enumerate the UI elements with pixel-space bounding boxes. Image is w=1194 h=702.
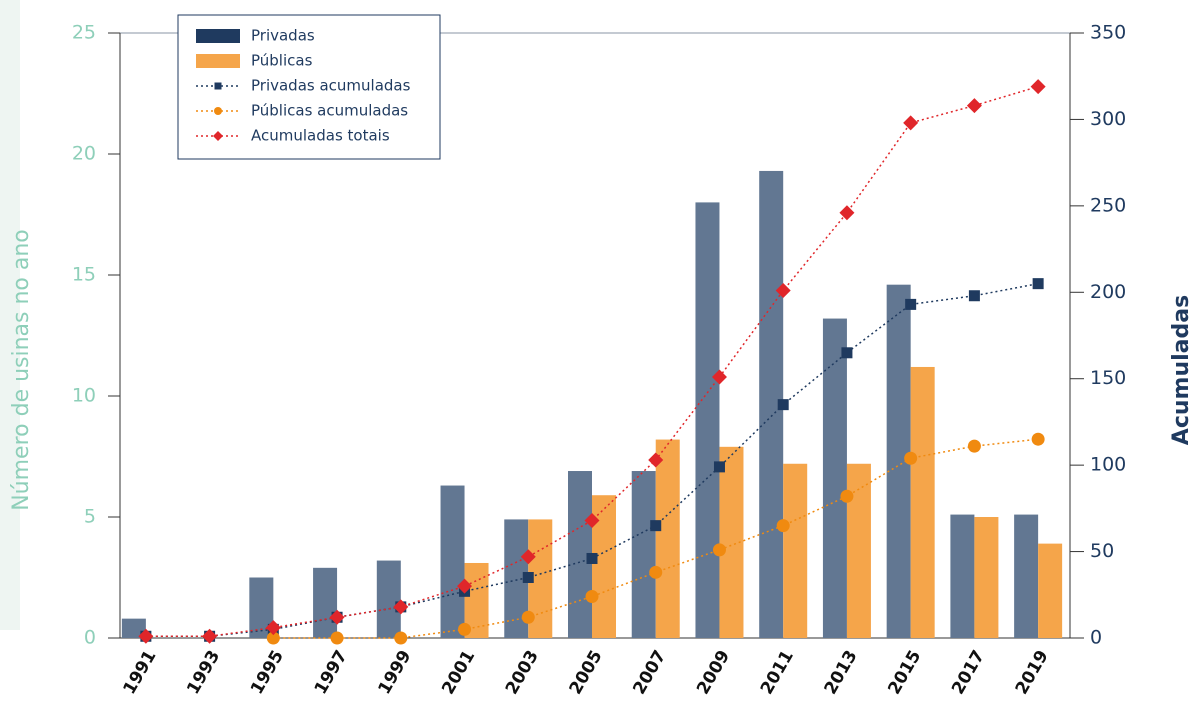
marker <box>905 298 917 310</box>
marker <box>457 578 473 594</box>
y2-tick-label: 300 <box>1090 108 1126 130</box>
marker <box>265 620 281 636</box>
line <box>145 85 1039 638</box>
marker <box>712 543 726 557</box>
legend-marker <box>214 82 222 90</box>
y2-tick-label: 100 <box>1090 454 1126 476</box>
legend-label: Privadas <box>251 27 315 45</box>
marker <box>586 552 598 564</box>
marker <box>967 439 981 453</box>
marker <box>713 461 725 473</box>
y2-tick-label: 150 <box>1090 367 1126 389</box>
legend-label: Acumuladas totais <box>251 127 390 145</box>
marker <box>330 631 344 645</box>
legend-label: Públicas <box>251 52 313 70</box>
marker <box>584 512 600 528</box>
marker <box>777 399 789 411</box>
y-tick-label: 20 <box>72 143 96 165</box>
marker <box>841 347 853 359</box>
y-tick-label: 15 <box>72 264 96 286</box>
bar <box>695 202 720 638</box>
legend-label: Privadas acumuladas <box>251 77 411 95</box>
bar <box>950 514 975 638</box>
legend-swatch <box>196 29 240 43</box>
marker <box>522 572 534 583</box>
legend-swatch <box>196 54 240 68</box>
bar <box>822 318 847 638</box>
marker <box>202 628 218 644</box>
marker <box>903 115 919 131</box>
marker <box>393 599 409 615</box>
bar <box>974 517 999 638</box>
marker <box>1032 278 1044 290</box>
y-tick-label: 25 <box>72 22 96 44</box>
y-axis-label: Número de usinas no ano <box>9 229 34 511</box>
bar <box>440 485 465 638</box>
marker <box>650 520 662 532</box>
marker <box>1031 432 1045 446</box>
bar <box>783 463 808 638</box>
marker <box>839 205 855 221</box>
bar <box>1014 514 1039 638</box>
bar <box>376 560 401 638</box>
marker <box>904 451 918 465</box>
bar <box>910 366 935 638</box>
y2-tick-label: 0 <box>1090 627 1102 649</box>
marker <box>649 565 663 579</box>
marker <box>520 549 536 565</box>
y2-tick-label: 200 <box>1090 281 1126 303</box>
bar <box>1038 543 1063 638</box>
side-decoration <box>0 0 20 630</box>
marker <box>1030 79 1046 95</box>
marker <box>968 290 980 302</box>
marker <box>521 610 535 624</box>
marker <box>585 590 599 604</box>
y-tick-label: 10 <box>72 385 96 407</box>
marker <box>648 452 664 468</box>
marker <box>966 98 982 114</box>
y-tick-label: 0 <box>84 627 96 649</box>
y-tick-label: 5 <box>84 506 96 528</box>
bar <box>313 567 338 638</box>
marker <box>329 609 345 625</box>
y2-tick-label: 350 <box>1090 22 1126 44</box>
y2-tick-label: 250 <box>1090 194 1126 216</box>
marker <box>711 369 727 385</box>
marker <box>775 283 791 299</box>
y2-axis-label: Acumuladas <box>1169 295 1194 445</box>
bar <box>249 577 274 638</box>
legend-marker <box>213 131 223 141</box>
bar <box>631 471 656 638</box>
marker <box>394 631 408 645</box>
bar <box>121 618 146 638</box>
legend-label: Públicas acumuladas <box>251 102 408 120</box>
marker <box>458 622 472 636</box>
bar <box>655 439 680 638</box>
y2-tick-label: 50 <box>1090 540 1114 562</box>
marker <box>138 628 154 644</box>
marker <box>776 519 790 533</box>
marker <box>840 489 854 503</box>
legend-marker <box>214 107 222 115</box>
marker <box>266 631 280 645</box>
